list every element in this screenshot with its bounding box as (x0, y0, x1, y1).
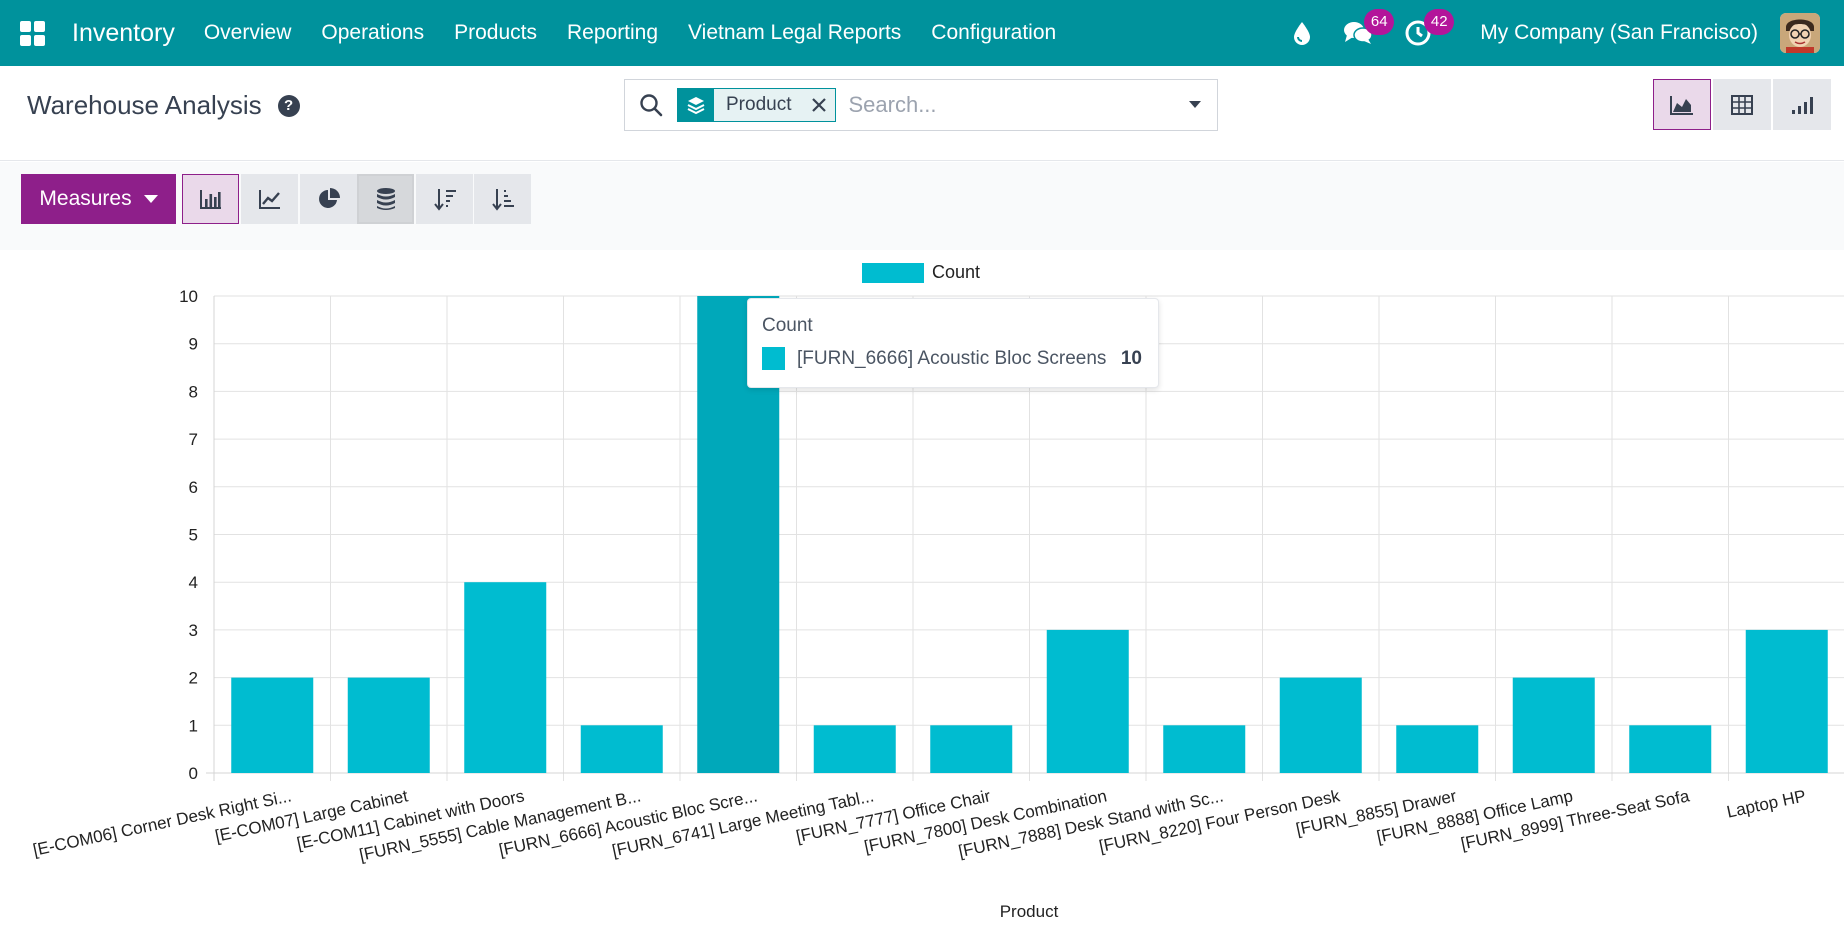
graph-toolbar: Measures (0, 162, 1844, 250)
bar[interactable] (1396, 725, 1479, 773)
stacked-button[interactable] (357, 174, 414, 224)
caret-down-icon (143, 195, 158, 203)
menu-reporting[interactable]: Reporting (566, 21, 659, 44)
sort-ascending-button[interactable] (474, 174, 531, 224)
graph-view-button[interactable] (1653, 79, 1711, 130)
database-icon (376, 188, 395, 210)
chart-legend[interactable]: Count (862, 262, 980, 283)
menu-configuration[interactable]: Configuration (931, 21, 1057, 44)
search-input[interactable] (848, 85, 1149, 125)
bar[interactable] (1046, 629, 1129, 773)
cohort-view-button[interactable] (1773, 79, 1831, 130)
bar-chart: 0 1 2 3 4 5 6 7 8 9 10 [E-COM06] Corner Desk Right … (0, 250, 1844, 930)
bar[interactable] (231, 677, 314, 773)
menu-overview[interactable]: Overview (203, 21, 292, 44)
bar[interactable] (1512, 677, 1595, 773)
y-tick-label: 4 (189, 573, 198, 592)
facet-remove-icon[interactable] (803, 89, 836, 121)
help-icon[interactable]: ? (277, 94, 300, 117)
signal-bars-icon (1792, 96, 1813, 114)
table-icon (1731, 94, 1753, 115)
y-tick-label: 10 (179, 287, 198, 306)
y-tick-label: 1 (189, 716, 198, 735)
legend-swatch (862, 262, 924, 283)
page-title-wrap: Warehouse Analysis ? (27, 90, 300, 121)
pivot-view-button[interactable] (1713, 79, 1771, 130)
app-name[interactable]: Inventory (72, 18, 175, 47)
tooltip-value: 10 (1120, 347, 1142, 369)
pie-chart-icon (318, 188, 340, 208)
x-tick-label: Laptop HP (1725, 786, 1808, 821)
search-icon[interactable] (625, 80, 677, 130)
area-chart-icon (1670, 95, 1693, 115)
top-navbar: Inventory Overview Operations Products R… (0, 0, 1844, 66)
bar[interactable] (1163, 725, 1246, 773)
bar[interactable] (1279, 677, 1362, 773)
y-tick-label: 7 (189, 430, 198, 449)
x-axis-title: Product (1000, 902, 1059, 921)
search-bar: Product (624, 79, 1218, 131)
tooltip-swatch (762, 347, 785, 370)
menu-vietnam-legal-reports[interactable]: Vietnam Legal Reports (688, 21, 902, 44)
company-switcher[interactable]: My Company (San Francisco) (1480, 21, 1758, 44)
page-title: Warehouse Analysis (27, 90, 262, 120)
control-panel: Warehouse Analysis ? Product (0, 66, 1844, 161)
drop-icon[interactable] (1276, 0, 1328, 66)
measures-button[interactable]: Measures (21, 174, 176, 224)
facet-value: Product (714, 89, 804, 121)
chevron-down-icon (1189, 101, 1201, 108)
bar[interactable] (813, 725, 896, 773)
bar-chart-icon (199, 190, 221, 209)
view-switcher (1651, 79, 1831, 130)
measures-label: Measures (39, 187, 132, 210)
layers-icon (678, 89, 714, 121)
search-facet-groupby: Product (677, 88, 837, 122)
legend-label: Count (932, 262, 981, 282)
tooltip-row: [FURN_6666] Acoustic Bloc Screens 10 (762, 347, 1144, 370)
tooltip-title: Count (762, 315, 813, 336)
activities-badge: 42 (1424, 9, 1455, 35)
bar-chart-button[interactable] (182, 174, 239, 224)
sort-ascending-icon (491, 189, 514, 211)
bar[interactable] (1745, 629, 1828, 773)
y-tick-label: 8 (189, 382, 198, 401)
messages-badge: 64 (1364, 9, 1395, 35)
messages-icon[interactable]: 64 (1332, 0, 1395, 66)
user-avatar[interactable] (1780, 13, 1820, 53)
pie-chart-button[interactable] (300, 174, 357, 224)
search-options-toggle[interactable] (1173, 79, 1218, 131)
line-chart-button[interactable] (241, 174, 298, 224)
line-chart-icon (258, 190, 280, 209)
y-tick-label: 5 (189, 526, 198, 545)
sort-descending-button[interactable] (416, 174, 473, 224)
bar[interactable] (347, 677, 430, 773)
y-tick-label: 3 (189, 621, 198, 640)
y-tick-label: 2 (189, 669, 198, 688)
menu-operations[interactable]: Operations (321, 21, 425, 44)
bar[interactable] (1629, 725, 1712, 773)
tooltip-label: [FURN_6666] Acoustic Bloc Screens (797, 347, 1107, 369)
y-tick-label: 9 (189, 335, 198, 354)
y-tick-label: 0 (189, 764, 198, 783)
bar[interactable] (464, 582, 547, 773)
chart-tooltip: Count [FURN_6666] Acoustic Bloc Screens … (747, 298, 1159, 388)
bar[interactable] (930, 725, 1013, 773)
sort-descending-icon (433, 189, 456, 211)
app-menu-icon[interactable] (0, 0, 64, 66)
activities-clock-icon[interactable]: 42 (1392, 0, 1455, 66)
y-tick-label: 6 (189, 478, 198, 497)
bar[interactable] (580, 725, 663, 773)
menu-products[interactable]: Products (454, 21, 537, 44)
